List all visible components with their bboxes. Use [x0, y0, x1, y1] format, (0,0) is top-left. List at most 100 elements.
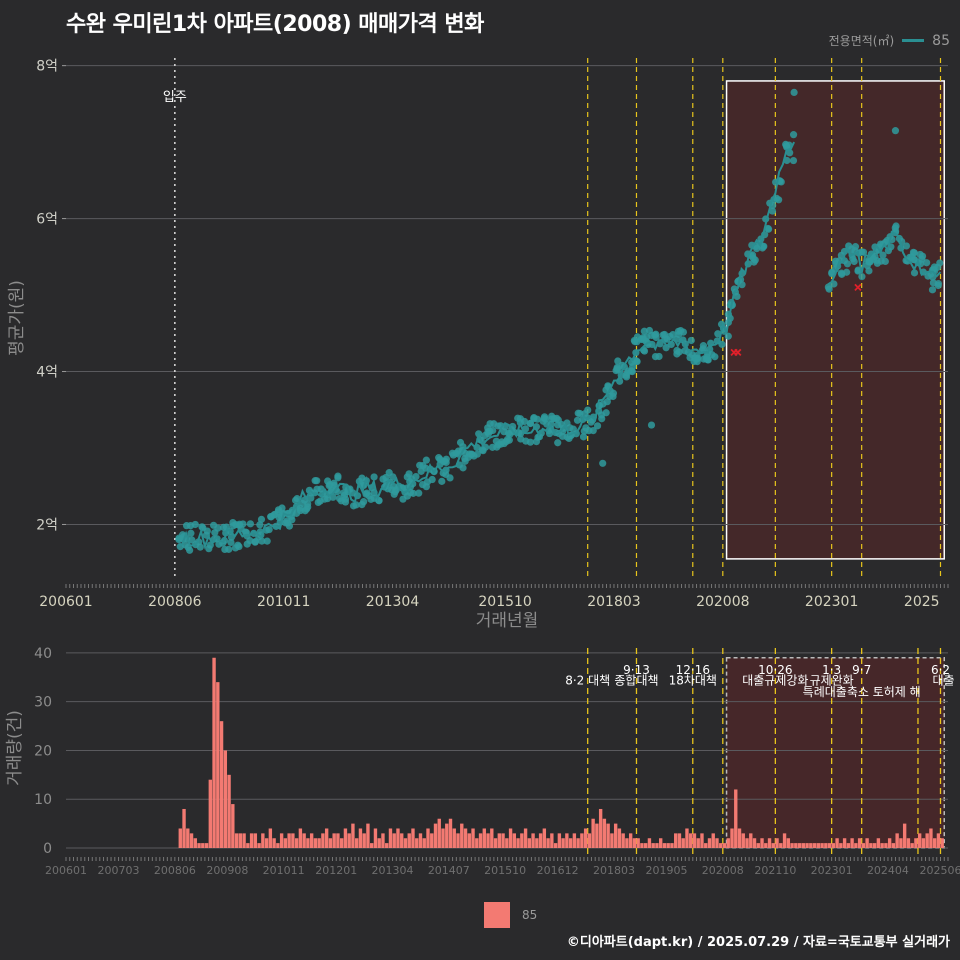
volume-bar: [238, 833, 243, 848]
volume-bar: [441, 828, 445, 848]
volume-bar: [726, 838, 730, 848]
volume-bar: [516, 838, 520, 848]
volume-bar: [531, 833, 535, 848]
volume-bar: [437, 818, 441, 848]
volume-bar: [610, 833, 614, 848]
volume-bar: [422, 838, 426, 848]
volume-bar: [910, 843, 914, 848]
x-tick-label-bottom: 201612: [537, 864, 579, 877]
y-axis-label-bottom: 거래량(건): [5, 710, 25, 786]
volume-bar: [178, 828, 182, 848]
volume-bar: [914, 838, 918, 848]
data-point: [481, 443, 490, 451]
y-axis-label: 평균가(원): [7, 280, 27, 356]
data-point: [456, 438, 465, 447]
volume-bar: [313, 838, 318, 848]
volume-bar: [696, 838, 700, 848]
y-tick-label-bottom: 40: [34, 646, 52, 662]
outlier-point: [891, 127, 900, 135]
volume-bar: [917, 833, 922, 848]
x-tick-label: 201304: [366, 594, 420, 610]
data-point: [775, 196, 783, 204]
data-point: [554, 439, 562, 447]
data-point: [422, 456, 430, 464]
data-point: [614, 357, 622, 365]
volume-bar: [820, 843, 824, 848]
data-point: [446, 474, 454, 482]
volume-bar: [576, 838, 580, 848]
volume-bar: [756, 843, 760, 848]
y-tick-label: 6억: [36, 212, 58, 228]
data-point: [468, 450, 476, 459]
policy-date: 6·2: [931, 663, 950, 677]
volume-bar: [786, 838, 790, 848]
volume-bar: [794, 843, 798, 848]
policy-label: 규제완화: [810, 674, 854, 688]
volume-bar: [839, 843, 843, 848]
volume-bar: [287, 833, 291, 848]
data-point: [593, 422, 602, 430]
volume-bar: [370, 843, 374, 848]
volume-bar: [812, 843, 817, 848]
data-point: [679, 328, 688, 336]
volume-bar: [850, 838, 854, 848]
data-point: [187, 529, 195, 537]
volume-bar: [568, 838, 573, 848]
data-point: [655, 352, 663, 361]
volume-bar: [317, 838, 321, 848]
policy-label: 대출: [932, 674, 954, 688]
volume-bar: [764, 843, 768, 848]
data-point: [704, 356, 712, 364]
data-point: [428, 475, 436, 484]
volume-bar: [730, 828, 734, 848]
policy-label: 8·2 대책: [565, 673, 610, 688]
volume-bar: [490, 828, 494, 848]
volume-bar: [460, 823, 464, 848]
data-point: [699, 342, 708, 350]
data-point: [307, 494, 315, 502]
volume-bar: [681, 838, 685, 848]
data-point: [352, 501, 360, 509]
data-point: [205, 545, 213, 553]
data-point: [789, 156, 798, 165]
volume-bar: [388, 828, 393, 848]
data-point: [693, 358, 701, 366]
data-point: [191, 520, 199, 529]
data-point: [520, 417, 529, 426]
volume-bar: [925, 833, 929, 848]
volume-bar: [797, 843, 802, 848]
volume-bar: [332, 833, 336, 848]
data-point: [824, 283, 832, 291]
volume-bar: [302, 833, 306, 848]
legend-top-title: 전용면적(㎡): [828, 34, 895, 48]
volume-bar: [306, 838, 310, 848]
volume-bar: [872, 843, 877, 848]
volume-bar: [869, 843, 873, 848]
x-tick-label-bottom: 200703: [98, 864, 140, 877]
volume-bar: [527, 838, 532, 848]
volume-bar: [692, 833, 697, 848]
volume-bar: [415, 838, 419, 848]
volume-bar: [381, 833, 385, 848]
data-point: [750, 258, 758, 266]
volume-bar: [602, 818, 607, 848]
volume-bar: [242, 833, 246, 848]
policy-date: 9·13: [623, 663, 650, 677]
data-point: [589, 427, 597, 435]
data-point: [602, 409, 610, 417]
data-point: [569, 425, 577, 433]
volume-bar: [846, 843, 851, 848]
volume-bar: [249, 833, 254, 848]
data-point: [389, 473, 397, 481]
volume-bar: [835, 838, 839, 848]
volume-bar: [621, 833, 625, 848]
volume-bar: [587, 833, 592, 848]
volume-bar: [482, 828, 486, 848]
volume-bar: [197, 843, 201, 848]
volume-bar: [546, 838, 550, 848]
x-tick-label-bottom: 201201: [315, 864, 357, 877]
data-point: [843, 268, 851, 276]
volume-bar: [538, 833, 543, 848]
data-point: [186, 546, 194, 554]
volume-bar: [497, 833, 501, 848]
